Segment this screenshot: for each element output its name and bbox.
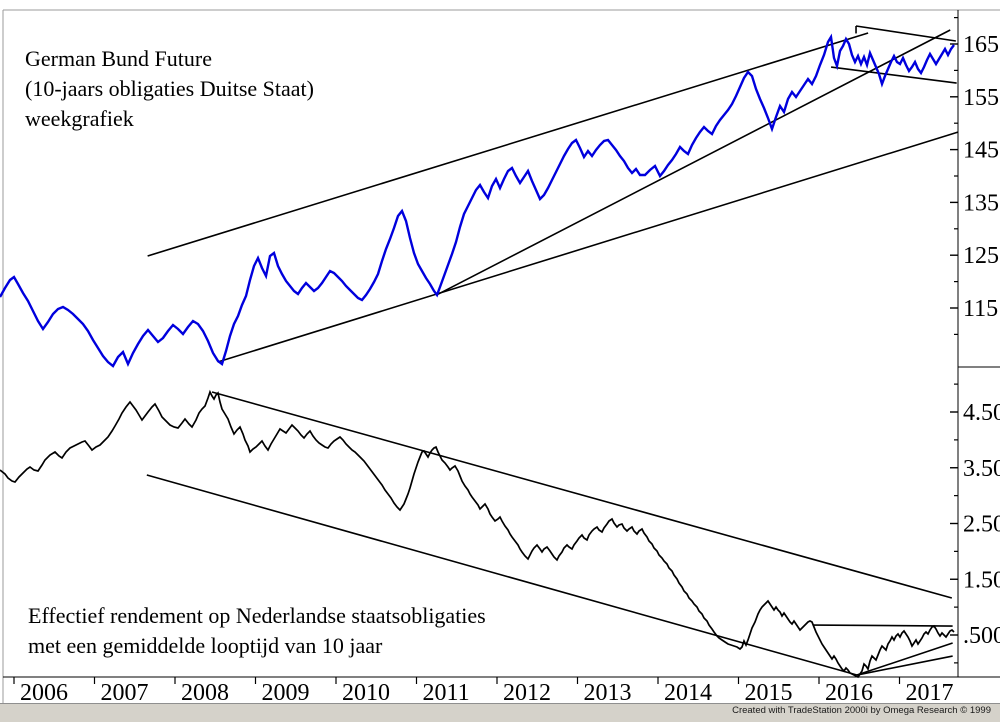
x-axis-year-label: 2016 xyxy=(825,680,873,706)
trendline-consolidation-box-bottom xyxy=(830,66,957,84)
y-axis-label-bottom: 1.50 xyxy=(963,567,1000,593)
status-bar-divider xyxy=(0,703,1000,704)
x-axis-year-label: 2011 xyxy=(423,680,470,706)
x-axis-year-label: 2017 xyxy=(906,680,954,706)
trendline-upper-channel-line xyxy=(211,391,953,599)
trendline-lower-channel-line xyxy=(217,131,959,363)
title-line-3: weekgrafiek xyxy=(25,106,134,131)
title-line-2: (10-jaars obligaties Duitse Staat) xyxy=(25,76,314,101)
x-axis-year-label: 2014 xyxy=(664,680,712,706)
x-axis-year-label: 2015 xyxy=(745,680,793,706)
trendline-consolidation-box-top xyxy=(855,25,956,42)
bottom-label-line-2: met een gemiddelde looptijd van 10 jaar xyxy=(28,633,383,658)
status-bar xyxy=(0,704,1000,722)
bottom-label-line-1: Effectief rendement op Nederlandse staat… xyxy=(28,603,486,628)
tradestation-credit: Created with TradeStation 2000i by Omega… xyxy=(732,705,991,716)
x-axis-year-label: 2013 xyxy=(584,680,632,706)
bottom-chart-label: Effectief rendement op Nederlandse staat… xyxy=(28,601,486,661)
trendline-lower-channel-line xyxy=(146,474,858,676)
title-line-1: German Bund Future xyxy=(25,46,212,71)
x-axis-year-label: 2007 xyxy=(101,680,149,706)
trendline-horizontal-resistance xyxy=(813,624,953,627)
y-axis-label-top: 145 xyxy=(963,138,999,164)
y-axis-label-top: 115 xyxy=(963,296,998,322)
nl-yield-price-line xyxy=(0,389,955,679)
x-axis-year-label: 2008 xyxy=(181,680,229,706)
y-axis-label-bottom: 2.50 xyxy=(963,512,1000,538)
y-axis-label-top: 125 xyxy=(963,243,999,269)
y-axis-label-bottom: .500 xyxy=(963,623,1000,649)
y-axis-label-top: 155 xyxy=(963,85,999,111)
x-axis-year-label: 2009 xyxy=(262,680,310,706)
x-axis-year-label: 2010 xyxy=(342,680,390,706)
y-axis-label-top: 165 xyxy=(963,32,999,58)
x-axis-year-label: 2012 xyxy=(503,680,551,706)
y-axis-label-top: 135 xyxy=(963,190,999,216)
trendline-upper-channel-line xyxy=(147,32,869,257)
y-axis-label-bottom: 4.50 xyxy=(963,400,1000,426)
trendline-rising-support-lower xyxy=(856,655,953,676)
top-chart-title: German Bund Future (10-jaars obligaties … xyxy=(25,44,314,134)
x-axis-year-label: 2006 xyxy=(20,680,68,706)
bund-future-price-line xyxy=(0,33,955,368)
trendline-steep-support-line xyxy=(436,29,951,296)
trendline-rising-support-upper xyxy=(856,642,953,676)
y-axis-label-bottom: 3.50 xyxy=(963,456,1000,482)
